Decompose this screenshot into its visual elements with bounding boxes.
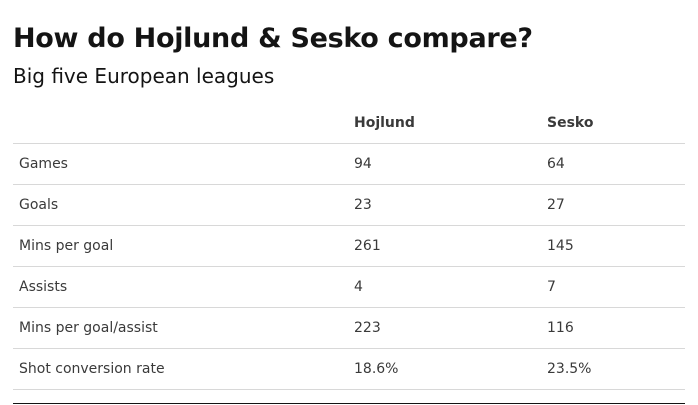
bottom-divider — [13, 403, 685, 404]
row-hojlund-value: 94 — [348, 143, 541, 185]
table-body: Games 94 64 Goals 23 27 Mins per goal 26… — [13, 143, 685, 390]
table-row: Games 94 64 — [13, 143, 685, 185]
header-sesko: Sesko — [541, 103, 685, 144]
row-metric-label: Assists — [13, 266, 348, 308]
header-row: Hojlund Sesko — [13, 103, 685, 144]
row-hojlund-value: 23 — [348, 184, 541, 226]
row-metric-label: Mins per goal/assist — [13, 307, 348, 349]
row-hojlund-value: 18.6% — [348, 348, 541, 390]
row-sesko-value: 64 — [541, 143, 685, 185]
row-hojlund-value: 4 — [348, 266, 541, 308]
table-row: Goals 23 27 — [13, 184, 685, 226]
row-metric-label: Goals — [13, 184, 348, 226]
table-row: Mins per goal 261 145 — [13, 225, 685, 267]
row-hojlund-value: 223 — [348, 307, 541, 349]
row-metric-label: Games — [13, 143, 348, 185]
row-hojlund-value: 261 — [348, 225, 541, 267]
row-metric-label: Shot conversion rate — [13, 348, 348, 390]
table-row: Mins per goal/assist 223 116 — [13, 307, 685, 349]
header-metric — [13, 103, 348, 144]
chart-title: How do Hojlund & Sesko compare? — [13, 23, 533, 54]
comparison-table: Hojlund Sesko Games 94 64 Goals 23 27 Mi… — [13, 103, 685, 390]
table-header: Hojlund Sesko — [13, 103, 685, 144]
table-row: Shot conversion rate 18.6% 23.5% — [13, 348, 685, 390]
row-sesko-value: 7 — [541, 266, 685, 308]
row-sesko-value: 27 — [541, 184, 685, 226]
row-sesko-value: 23.5% — [541, 348, 685, 390]
row-metric-label: Mins per goal — [13, 225, 348, 267]
row-sesko-value: 116 — [541, 307, 685, 349]
header-hojlund: Hojlund — [348, 103, 541, 144]
chart-subtitle: Big five European leagues — [13, 64, 275, 88]
table-row: Assists 4 7 — [13, 266, 685, 308]
row-sesko-value: 145 — [541, 225, 685, 267]
